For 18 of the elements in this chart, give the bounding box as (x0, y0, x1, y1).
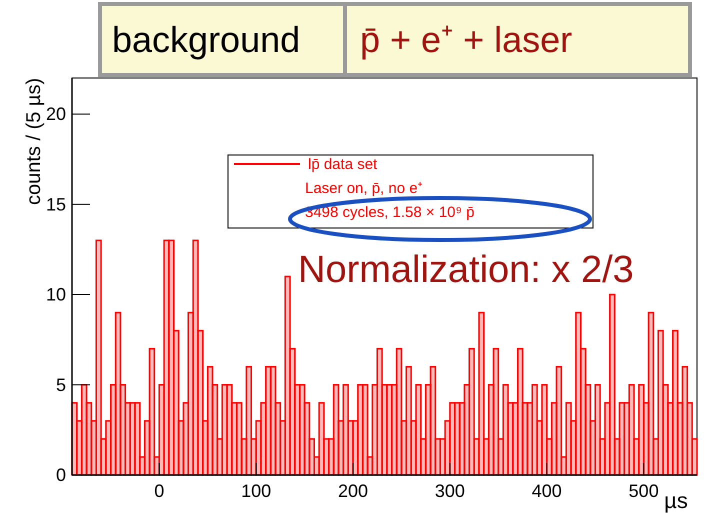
y-tick-label: 15 (46, 194, 66, 214)
text: p̄ + e⁺ + laser (360, 19, 572, 60)
x-tick-label: 400 (532, 481, 562, 501)
y-tick-label: 5 (56, 374, 66, 395)
y-tick-label: 20 (46, 104, 66, 124)
text: background (112, 19, 300, 60)
legend-label: lp̄ data set (308, 156, 378, 173)
x-tick-label: 500 (628, 481, 659, 501)
x-tick-label: 300 (434, 481, 465, 501)
annotation: Laser on, p̄, no e⁺ (305, 180, 423, 197)
x-tick-label: 200 (338, 481, 368, 501)
x-tick-label: 100 (241, 481, 272, 501)
annotation: Normalization: x 2/3 (298, 249, 634, 291)
y-axis-title: counts / (5 µs) (23, 78, 45, 205)
y-tick-label: 10 (46, 284, 66, 305)
x-axis-title: µs (664, 488, 688, 513)
x-tick-label: 0 (154, 481, 164, 501)
y-tick-label: 0 (56, 465, 66, 485)
